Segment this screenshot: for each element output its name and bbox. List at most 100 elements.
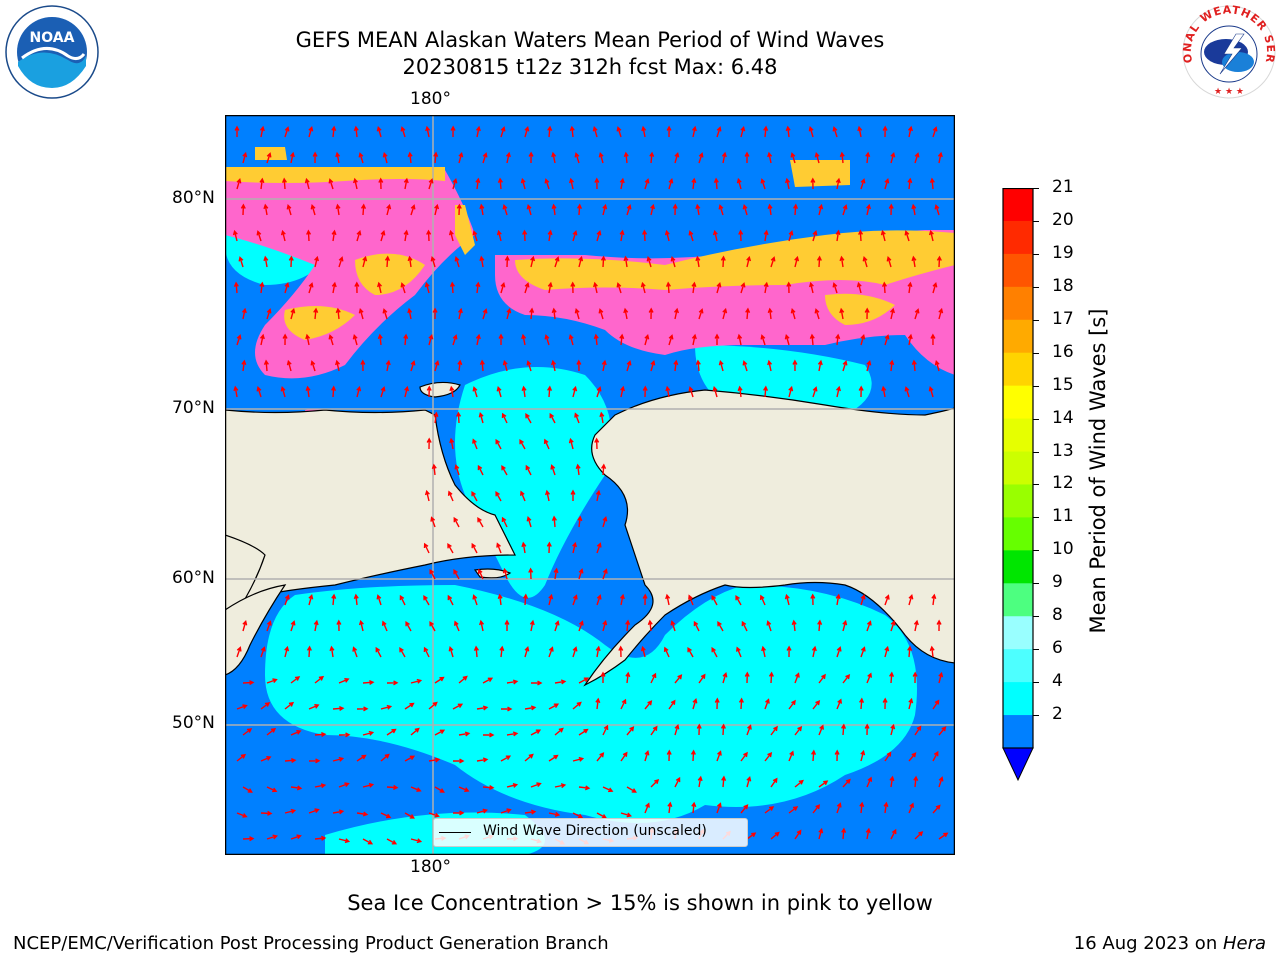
colorbar-tick-label: 15 <box>1052 374 1074 395</box>
wave-direction-arrow <box>407 255 413 268</box>
wave-direction-arrow <box>458 152 464 164</box>
wave-direction-arrow <box>452 703 464 710</box>
wave-direction-arrow <box>859 697 865 710</box>
wave-direction-arrow <box>544 178 550 190</box>
colorbar-tick-label: 19 <box>1052 242 1074 263</box>
wave-direction-arrow <box>574 152 580 164</box>
wave-direction-arrow <box>602 515 608 528</box>
wave-direction-arrow <box>288 255 294 268</box>
wave-direction-arrow <box>640 281 646 294</box>
wave-direction-arrow <box>308 594 314 606</box>
wave-direction-arrow <box>545 489 551 502</box>
colorbar-tick-label: 18 <box>1052 275 1074 296</box>
wave-direction-arrow <box>763 229 769 242</box>
wave-direction-arrow <box>908 752 917 762</box>
colorbar-segment <box>1003 418 1033 453</box>
wave-direction-arrow <box>812 386 818 398</box>
wave-direction-arrow <box>764 751 773 762</box>
wave-direction-arrow <box>860 178 866 190</box>
wave-direction-arrow <box>554 727 564 736</box>
wave-direction-arrow <box>289 151 295 164</box>
wave-direction-arrow <box>817 619 823 632</box>
wave-direction-arrow <box>332 756 345 762</box>
wave-direction-arrow <box>691 801 697 814</box>
wave-direction-arrow <box>794 725 803 736</box>
wave-direction-arrow <box>358 619 364 632</box>
wave-direction-arrow <box>714 333 720 345</box>
wave-direction-arrow <box>523 593 529 606</box>
wave-direction-arrow <box>332 809 345 815</box>
land-mass <box>224 381 956 687</box>
wave-direction-arrow <box>240 203 246 216</box>
wave-direction-arrow <box>623 151 629 164</box>
wave-direction-arrow <box>791 619 797 632</box>
wave-direction-arrow <box>811 749 817 762</box>
colorbar-tick-mark <box>1033 319 1039 321</box>
wave-direction-arrow <box>716 126 722 138</box>
wave-direction-arrow <box>259 281 265 294</box>
wave-direction-arrow <box>238 256 244 268</box>
wave-direction-arrow <box>453 516 460 528</box>
wave-direction-arrow <box>548 811 561 817</box>
wave-direction-arrow <box>377 281 383 294</box>
wave-direction-arrow <box>602 568 608 580</box>
wave-direction-arrow <box>384 255 391 268</box>
colorbar-tick-label: 6 <box>1052 638 1063 659</box>
wave-direction-arrow <box>382 308 388 320</box>
wave-direction-arrow <box>447 543 454 554</box>
wave-direction-arrow <box>380 704 393 710</box>
wave-direction-arrow <box>506 679 519 685</box>
wave-direction-arrow <box>668 699 676 710</box>
wave-direction-arrow <box>376 126 382 138</box>
wave-direction-arrow <box>475 177 481 190</box>
colorbar-tick-label: 17 <box>1052 308 1074 329</box>
wave-direction-arrow <box>644 334 650 346</box>
wave-direction-arrow <box>746 776 752 788</box>
wave-direction-arrow <box>314 255 319 268</box>
colorbar-segment <box>1003 484 1033 518</box>
wave-direction-arrow <box>280 386 286 398</box>
wave-direction-arrow <box>452 810 465 816</box>
wave-direction-arrow <box>889 775 895 788</box>
wave-direction-arrow <box>673 359 679 372</box>
wave-direction-arrow <box>859 801 865 814</box>
colorbar-tick-mark <box>1033 715 1039 717</box>
wave-direction-arrow <box>284 594 290 606</box>
wave-direction-arrow <box>399 647 406 658</box>
wave-direction-arrow <box>578 677 590 684</box>
wave-direction-arrow <box>746 255 752 268</box>
wave-direction-arrow <box>263 203 269 216</box>
wave-direction-arrow <box>650 672 657 684</box>
wave-direction-arrow <box>666 749 672 762</box>
wave-direction-arrow <box>376 594 382 606</box>
wave-direction-arrow <box>483 732 495 738</box>
wave-direction-arrow <box>688 230 694 242</box>
wave-direction-arrow <box>760 178 766 190</box>
wave-direction-arrow <box>432 307 438 320</box>
wave-direction-arrow <box>524 126 530 138</box>
colorbar-segment <box>1003 451 1033 485</box>
wave-direction-arrow <box>524 753 534 762</box>
wave-direction-arrow <box>839 151 845 164</box>
wave-direction-arrow <box>543 438 550 450</box>
wave-direction-arrow <box>454 464 460 476</box>
wave-direction-arrow <box>266 834 278 840</box>
wave-direction-arrow <box>761 645 767 658</box>
wave-direction-arrow <box>596 812 608 819</box>
wave-direction-arrow <box>501 465 508 476</box>
colorbar-tick-mark <box>1033 583 1039 585</box>
colorbar-segment <box>1003 715 1033 749</box>
wave-direction-arrow <box>502 567 508 580</box>
wave-direction-arrow <box>858 385 864 398</box>
sea-ice-caption: Sea Ice Concentration > 15% is shown in … <box>347 891 933 915</box>
wave-direction-arrow <box>810 593 816 606</box>
wave-direction-arrow <box>281 177 287 190</box>
wave-direction-arrow <box>236 334 242 346</box>
wave-direction-arrow <box>362 255 368 268</box>
wave-direction-arrow <box>570 489 576 501</box>
wave-direction-arrow <box>766 620 772 632</box>
wave-direction-arrow <box>547 385 553 398</box>
wave-direction-arrow <box>473 645 479 658</box>
wave-direction-arrow <box>423 595 430 606</box>
wave-direction-arrow <box>356 385 362 398</box>
